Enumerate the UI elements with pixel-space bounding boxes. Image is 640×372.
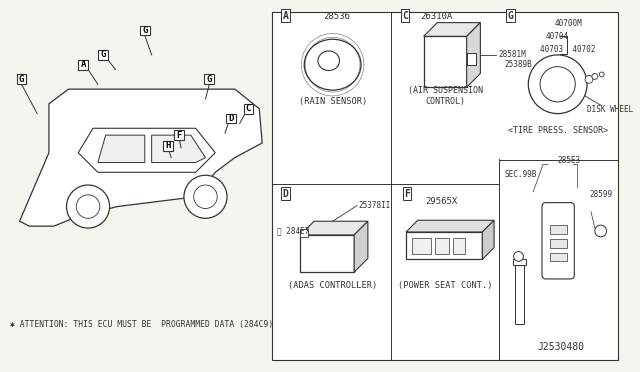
Text: G: G: [100, 50, 106, 60]
Bar: [550, 225, 568, 234]
Bar: [513, 259, 526, 265]
Text: (AIR SUSPENSION
CONTROL): (AIR SUSPENSION CONTROL): [408, 86, 483, 106]
Text: ✱ ATTENTION: THIS ECU MUST BE  PROGRAMMED DATA (284C9): ✱ ATTENTION: THIS ECU MUST BE PROGRAMMED…: [10, 320, 273, 329]
Text: ※ 284E7: ※ 284E7: [277, 226, 309, 235]
Text: G: G: [142, 26, 147, 35]
Circle shape: [76, 195, 100, 218]
Text: G: G: [207, 75, 212, 84]
Circle shape: [540, 67, 575, 102]
Polygon shape: [78, 128, 215, 172]
Text: DISK WHEEL: DISK WHEEL: [587, 105, 633, 113]
Bar: [78, 60, 88, 70]
Bar: [17, 74, 26, 84]
Polygon shape: [98, 135, 145, 163]
Circle shape: [184, 175, 227, 218]
Text: 26310A: 26310A: [420, 12, 453, 21]
Text: C: C: [402, 11, 408, 21]
Circle shape: [528, 55, 587, 113]
Ellipse shape: [304, 39, 361, 90]
Text: 28536: 28536: [323, 12, 349, 21]
Bar: [300, 235, 354, 272]
Circle shape: [194, 185, 217, 208]
Bar: [244, 104, 253, 113]
Polygon shape: [152, 135, 205, 163]
Text: D: D: [228, 114, 234, 123]
Text: (RAIN SENSOR): (RAIN SENSOR): [298, 97, 367, 106]
Circle shape: [514, 251, 524, 262]
Polygon shape: [467, 23, 481, 87]
Bar: [204, 74, 214, 84]
Bar: [435, 238, 449, 253]
Text: 25389B: 25389B: [505, 60, 532, 69]
Bar: [424, 36, 467, 87]
Bar: [272, 12, 618, 360]
Text: (ADAS CONTROLLER): (ADAS CONTROLLER): [288, 281, 377, 290]
Text: C: C: [246, 104, 251, 113]
Text: G: G: [19, 75, 24, 84]
Text: D: D: [283, 189, 289, 199]
Bar: [467, 53, 476, 65]
Text: 40703  40702: 40703 40702: [540, 45, 596, 54]
Polygon shape: [20, 89, 262, 226]
Bar: [453, 238, 465, 253]
Bar: [98, 50, 108, 60]
Bar: [515, 265, 524, 324]
Circle shape: [599, 72, 604, 77]
Polygon shape: [483, 220, 494, 259]
Text: A: A: [283, 11, 289, 21]
Text: A: A: [81, 60, 86, 69]
Polygon shape: [354, 221, 368, 272]
Bar: [226, 113, 236, 124]
Text: 40700M: 40700M: [555, 19, 582, 28]
Ellipse shape: [318, 51, 339, 71]
Text: G: G: [508, 11, 514, 21]
FancyBboxPatch shape: [542, 203, 574, 279]
Bar: [412, 238, 431, 253]
Bar: [300, 229, 308, 237]
Circle shape: [592, 74, 598, 79]
Text: H: H: [166, 141, 171, 150]
Bar: [163, 141, 173, 151]
Text: 285E3: 285E3: [557, 155, 580, 164]
Bar: [550, 239, 568, 248]
Text: <TIRE PRESS. SENSOR>: <TIRE PRESS. SENSOR>: [508, 126, 607, 135]
Bar: [174, 130, 184, 140]
Circle shape: [585, 76, 593, 83]
Polygon shape: [406, 220, 494, 232]
Polygon shape: [424, 23, 481, 36]
Text: 28599: 28599: [589, 190, 612, 199]
Text: 25378II: 25378II: [358, 201, 390, 209]
Text: SEC.99B: SEC.99B: [505, 170, 537, 179]
Circle shape: [595, 225, 607, 237]
Text: F: F: [404, 189, 410, 199]
Circle shape: [67, 185, 109, 228]
Text: 40704: 40704: [546, 32, 569, 41]
Bar: [140, 26, 150, 35]
Text: 28581M: 28581M: [498, 50, 525, 59]
Text: J2530480: J2530480: [537, 342, 584, 352]
Text: (POWER SEAT CONT.): (POWER SEAT CONT.): [398, 281, 492, 290]
Text: 29565X: 29565X: [426, 197, 458, 206]
Bar: [406, 232, 483, 259]
Text: F: F: [177, 131, 182, 140]
Polygon shape: [300, 221, 368, 235]
Bar: [550, 253, 568, 262]
